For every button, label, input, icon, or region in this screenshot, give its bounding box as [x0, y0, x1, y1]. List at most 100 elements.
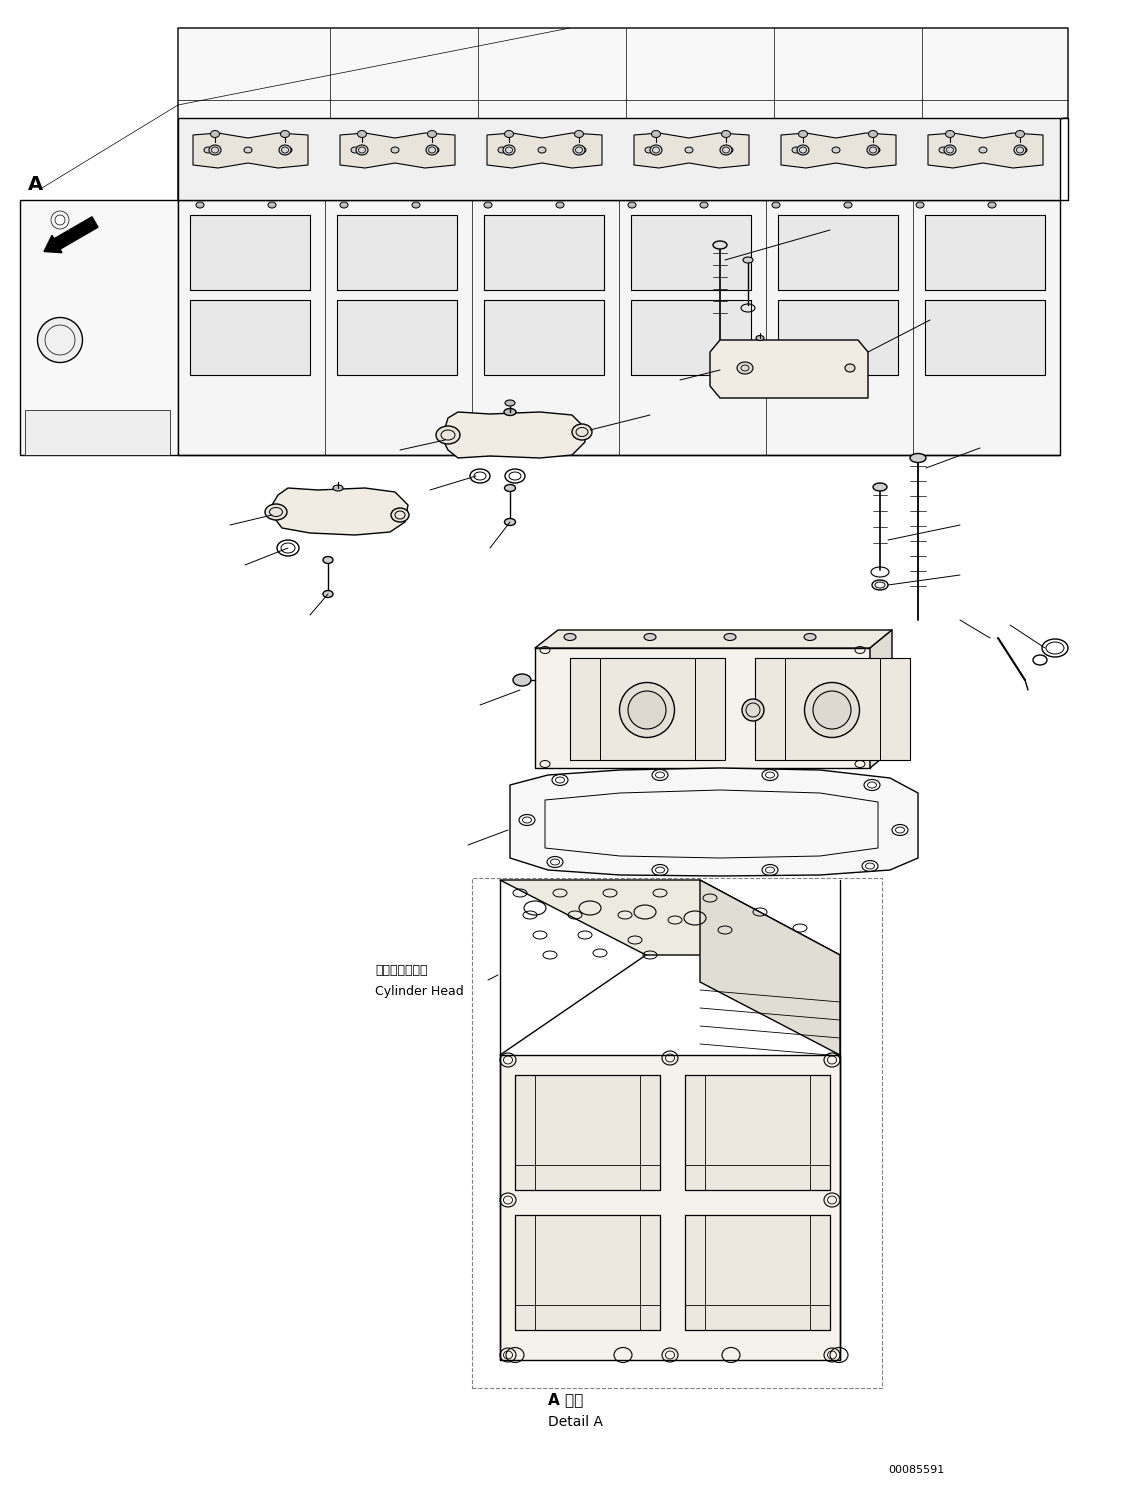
Ellipse shape: [431, 148, 439, 154]
Ellipse shape: [872, 148, 880, 154]
Ellipse shape: [628, 201, 636, 209]
Ellipse shape: [505, 519, 516, 525]
Polygon shape: [634, 133, 749, 168]
Ellipse shape: [756, 335, 764, 340]
Polygon shape: [21, 200, 178, 455]
Polygon shape: [487, 133, 603, 168]
Ellipse shape: [1019, 148, 1027, 154]
Ellipse shape: [644, 634, 656, 641]
Ellipse shape: [505, 400, 515, 406]
Polygon shape: [928, 133, 1043, 168]
Ellipse shape: [939, 148, 947, 154]
Ellipse shape: [265, 504, 287, 520]
Ellipse shape: [813, 690, 851, 729]
Polygon shape: [178, 200, 1060, 455]
Polygon shape: [178, 28, 1068, 200]
Polygon shape: [778, 215, 898, 291]
Ellipse shape: [505, 131, 514, 137]
Ellipse shape: [804, 683, 860, 738]
Ellipse shape: [945, 131, 954, 137]
Ellipse shape: [208, 145, 221, 155]
Ellipse shape: [351, 148, 359, 154]
Ellipse shape: [38, 318, 82, 362]
Ellipse shape: [620, 683, 674, 738]
Ellipse shape: [211, 131, 220, 137]
Ellipse shape: [358, 131, 367, 137]
Bar: [472, 878, 882, 1388]
Polygon shape: [570, 658, 726, 760]
Ellipse shape: [513, 674, 531, 686]
Text: Cylinder Head: Cylinder Head: [375, 986, 464, 999]
Ellipse shape: [1014, 145, 1026, 155]
Polygon shape: [710, 340, 868, 398]
Polygon shape: [500, 880, 839, 956]
Ellipse shape: [910, 453, 926, 462]
Ellipse shape: [798, 131, 808, 137]
Polygon shape: [442, 412, 585, 458]
Ellipse shape: [391, 148, 399, 154]
Ellipse shape: [503, 409, 516, 416]
Ellipse shape: [804, 634, 816, 641]
Ellipse shape: [844, 201, 852, 209]
Ellipse shape: [713, 242, 727, 249]
Ellipse shape: [564, 634, 576, 641]
Polygon shape: [510, 768, 918, 877]
Polygon shape: [272, 488, 408, 535]
Ellipse shape: [652, 131, 661, 137]
Ellipse shape: [737, 362, 753, 374]
Polygon shape: [25, 410, 170, 455]
Ellipse shape: [268, 201, 276, 209]
Ellipse shape: [426, 145, 439, 155]
Ellipse shape: [572, 423, 592, 440]
Ellipse shape: [341, 201, 349, 209]
Ellipse shape: [280, 131, 289, 137]
Polygon shape: [337, 215, 457, 291]
Ellipse shape: [436, 426, 460, 444]
Polygon shape: [535, 649, 870, 768]
Polygon shape: [190, 215, 310, 291]
Polygon shape: [685, 1075, 830, 1190]
Ellipse shape: [323, 556, 333, 564]
Ellipse shape: [577, 148, 585, 154]
Ellipse shape: [498, 148, 506, 154]
Ellipse shape: [503, 145, 515, 155]
Polygon shape: [631, 300, 751, 376]
Ellipse shape: [944, 145, 956, 155]
Ellipse shape: [743, 256, 753, 262]
Ellipse shape: [988, 201, 995, 209]
Ellipse shape: [574, 131, 583, 137]
Polygon shape: [925, 300, 1044, 376]
Text: シリンダヘッド: シリンダヘッド: [375, 963, 427, 977]
Ellipse shape: [538, 148, 546, 154]
Polygon shape: [700, 880, 839, 1056]
Ellipse shape: [980, 148, 988, 154]
Polygon shape: [535, 631, 892, 649]
Ellipse shape: [724, 634, 736, 641]
Polygon shape: [870, 631, 892, 768]
Polygon shape: [178, 118, 1060, 200]
Ellipse shape: [645, 148, 653, 154]
Text: A: A: [28, 176, 43, 194]
Ellipse shape: [720, 145, 732, 155]
Polygon shape: [755, 658, 910, 760]
Polygon shape: [778, 300, 898, 376]
Ellipse shape: [391, 508, 409, 522]
Ellipse shape: [721, 131, 730, 137]
Ellipse shape: [1016, 131, 1024, 137]
Text: 00085591: 00085591: [888, 1466, 944, 1475]
Polygon shape: [484, 300, 604, 376]
Ellipse shape: [412, 201, 420, 209]
Polygon shape: [337, 300, 457, 376]
Polygon shape: [192, 133, 308, 168]
Ellipse shape: [333, 485, 343, 491]
Ellipse shape: [685, 148, 693, 154]
Ellipse shape: [845, 364, 855, 371]
Ellipse shape: [650, 145, 662, 155]
Ellipse shape: [700, 201, 708, 209]
Ellipse shape: [279, 145, 290, 155]
Ellipse shape: [792, 148, 800, 154]
Polygon shape: [341, 133, 454, 168]
Ellipse shape: [797, 145, 809, 155]
Ellipse shape: [357, 145, 368, 155]
Polygon shape: [631, 215, 751, 291]
